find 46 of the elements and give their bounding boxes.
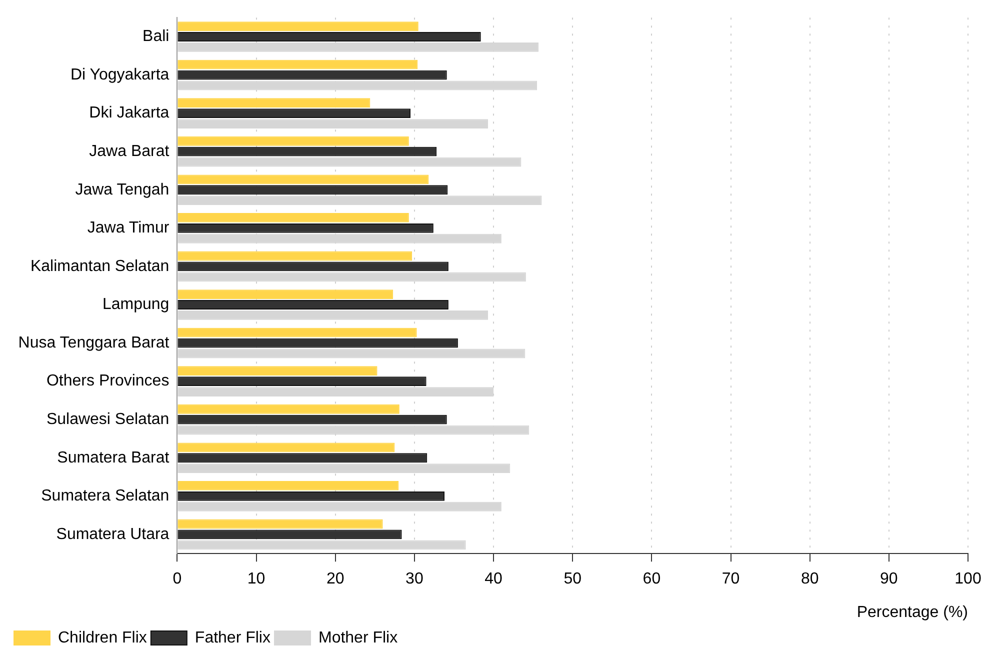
y-tick-label: Jawa Tengah (75, 181, 170, 198)
y-tick-label: Lampung (102, 296, 170, 314)
bar (178, 481, 399, 490)
bar (178, 22, 418, 31)
bar (178, 136, 409, 146)
x-tick-label: 60 (642, 570, 661, 588)
bar (178, 251, 412, 261)
x-tick-label: 20 (326, 570, 344, 588)
x-tick-label: 40 (484, 570, 503, 588)
legend-label: Father Flix (194, 629, 270, 646)
y-tick-label: Dki Jakarta (89, 104, 170, 122)
x-axis-title: Percentage (%) (856, 604, 968, 621)
x-tick-label: 70 (722, 570, 740, 588)
bar (178, 174, 429, 184)
bar (178, 213, 409, 222)
y-tick-label: Kalimantan Selatan (30, 258, 170, 275)
x-tick-label: 0 (172, 570, 182, 588)
y-tick-label: Sumatera Barat (57, 449, 170, 466)
y-tick-label: Di Yogyakarta (70, 66, 170, 84)
legend-label: Mother Flix (318, 629, 398, 646)
bar (178, 442, 395, 452)
y-tick-label: Bali (142, 28, 170, 46)
y-tick-label: Others Provinces (46, 372, 170, 390)
x-tick-label: 50 (564, 570, 582, 588)
x-tick-label: 30 (406, 570, 424, 588)
y-tick-label: Sumatera Utara (56, 526, 170, 543)
y-tick-label: Jawa Timur (87, 220, 170, 237)
y-tick-label: Sumatera Selatan (41, 488, 170, 505)
bar (178, 502, 502, 512)
y-tick-label: Jawa Barat (89, 143, 170, 160)
y-tick-label: Nusa Tenggara Barat (18, 334, 170, 352)
x-tick-label: 100 (954, 570, 982, 588)
bar (178, 366, 378, 376)
x-tick-label: 80 (800, 570, 819, 588)
bar (178, 404, 400, 414)
bar (178, 60, 418, 70)
bar (178, 310, 488, 320)
bar (178, 328, 417, 338)
bar (178, 157, 522, 167)
bar (178, 290, 394, 299)
y-tick-label: Sulawesi Selatan (46, 411, 170, 428)
legend-label: Children Flix (58, 629, 147, 646)
bar (178, 98, 370, 108)
x-tick-label: 10 (247, 570, 266, 588)
x-tick-label: 90 (880, 570, 898, 588)
bar (178, 519, 383, 529)
